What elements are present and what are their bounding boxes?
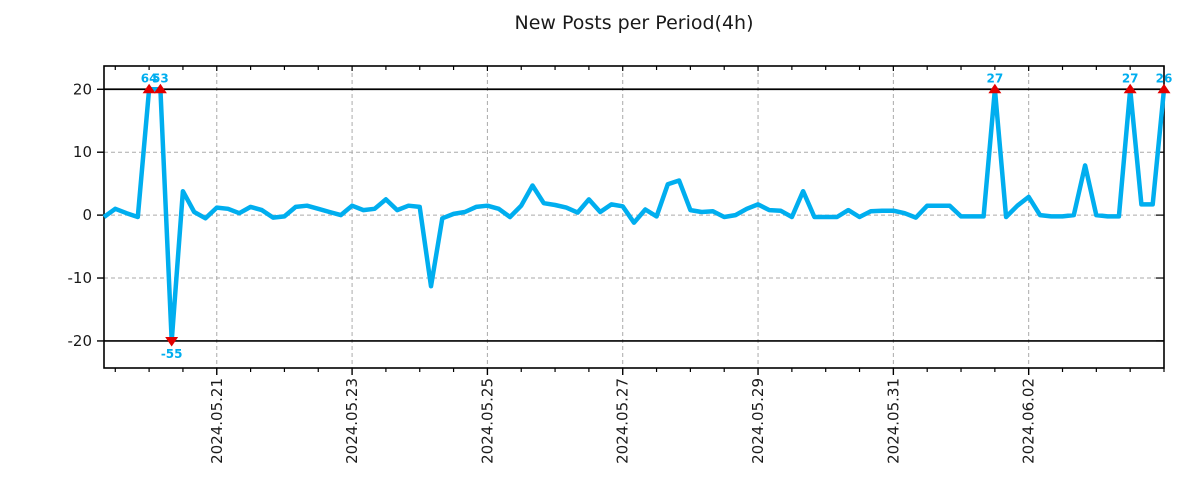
x-axis-labels: 2024.05.21 2024.05.23 2024.05.25 2024.05.27… <box>208 378 1038 464</box>
y-tick-label: 0 <box>82 206 92 224</box>
peak-value-label: 53 <box>152 71 169 85</box>
chart-title: New Posts per Period(4h) <box>514 12 754 34</box>
clipped-trough-marker-down <box>165 336 179 347</box>
clip-threshold-lines <box>104 88 1164 342</box>
peak-value-label: 27 <box>1122 71 1139 85</box>
peak-value-label: 26 <box>1156 71 1173 85</box>
clipped-peak-marker-up <box>153 83 167 94</box>
peak-value-label: 64 <box>141 71 158 85</box>
y-tick-label: 20 <box>73 80 92 98</box>
clip-markers <box>142 83 1171 347</box>
y-tick-label: 10 <box>73 143 92 161</box>
y-axis-labels: 20 10 0 -10 -20 <box>68 80 93 350</box>
clipped-peak-marker-up <box>988 83 1002 94</box>
x-tick-label: 2024.05.21 <box>208 378 226 464</box>
clipped-peak-marker-up <box>142 83 156 94</box>
x-tick-label: 2024.05.27 <box>614 378 632 464</box>
y-tick-label: -20 <box>68 332 93 350</box>
y-tick-label: -10 <box>68 269 93 287</box>
x-tick-label: 2024.05.25 <box>478 378 496 464</box>
peak-value-label: 27 <box>986 71 1003 85</box>
clipped-peak-marker-up <box>1157 83 1171 94</box>
x-tick-label: 2024.06.02 <box>1020 378 1038 464</box>
new-posts-series-line <box>102 87 1167 344</box>
x-tick-label: 2024.05.23 <box>343 378 361 464</box>
trough-value-label: -55 <box>161 347 183 361</box>
axis-ticks <box>97 66 1165 375</box>
clipped-peak-marker-up <box>1123 83 1137 94</box>
x-tick-label: 2024.05.29 <box>749 378 767 464</box>
x-tick-label: 2024.05.31 <box>884 378 902 464</box>
